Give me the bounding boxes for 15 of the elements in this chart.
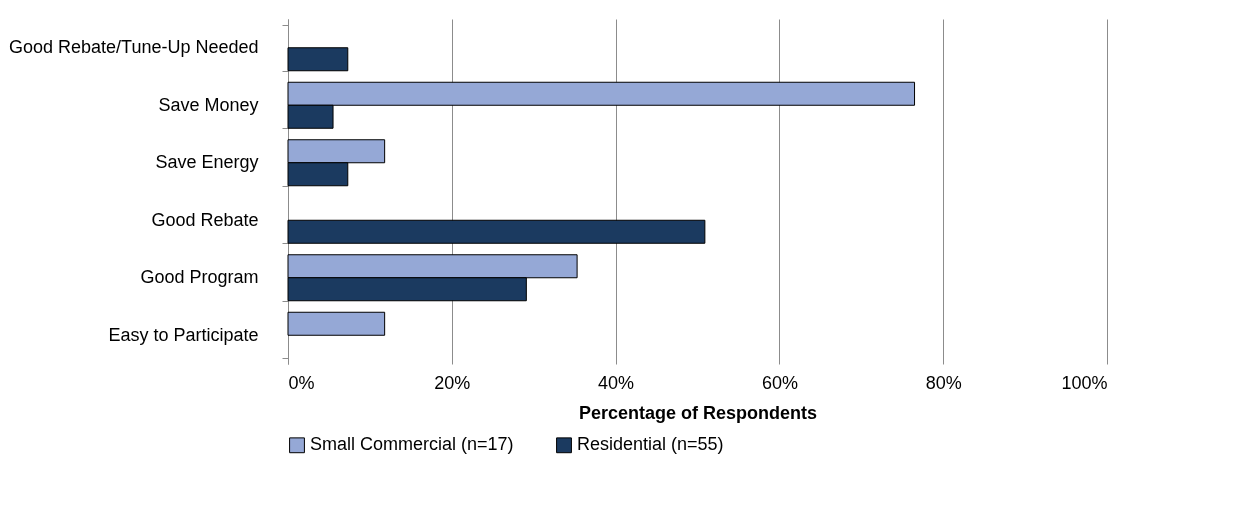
x-tick-label: 60% [761, 372, 798, 393]
y-tick-label: Save Money [158, 94, 259, 115]
y-tick-label: Save Energy [155, 152, 259, 173]
x-tick-label: 100% [1061, 372, 1108, 393]
legend-label: Residential (n=55) [577, 434, 724, 455]
y-tick-label: Good Rebate [151, 209, 259, 230]
y-tick-label: Easy to Participate [108, 324, 259, 345]
x-tick-label: 80% [925, 372, 962, 393]
legend-label: Small Commercial (n=17) [310, 434, 514, 455]
x-tick-label: 40% [598, 372, 635, 393]
y-tick-label: Good Rebate/Tune-Up Needed [9, 37, 259, 58]
x-tick-label: 20% [434, 372, 471, 393]
x-tick-label: 0% [288, 372, 315, 393]
x-axis-title: Percentage of Respondents [578, 402, 818, 423]
y-tick-label: Good Program [140, 267, 259, 288]
